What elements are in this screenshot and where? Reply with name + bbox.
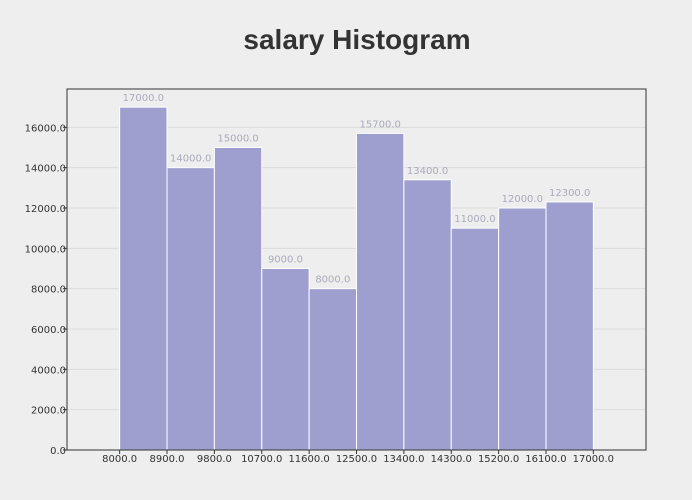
histogram-bar [261,267,310,451]
y-tick-label: 2000.0 [31,406,66,417]
x-tick-label: 11600.0 [288,454,329,465]
bar-value-label: 8000.0 [315,275,350,286]
histogram-bar [213,146,263,451]
y-tick-label: 16000.0 [25,123,66,134]
x-tick-label: 12500.0 [336,454,377,465]
histogram-bar [308,288,357,451]
x-tick-label: 10700.0 [241,454,282,465]
bar-value-label: 11000.0 [454,214,495,225]
x-tick-label: 9800.0 [197,454,232,465]
histogram-bar [450,227,500,451]
histogram-bar [498,207,547,451]
bar-value-label: 13400.0 [407,166,448,177]
y-tick-label: 0.0 [50,446,66,457]
x-tick-label: 8900.0 [150,454,185,465]
x-tick-label: 16100.0 [525,454,566,465]
bar-value-label: 15000.0 [217,133,258,144]
x-tick-label: 15200.0 [478,454,519,465]
histogram-bar [356,132,405,451]
bar-value-label: 14000.0 [170,154,211,165]
bar-value-label: 15700.0 [360,119,401,130]
histogram-bar [166,167,215,451]
x-tick-label: 8000.0 [102,454,137,465]
bar-value-label: 17000.0 [123,93,164,104]
y-tick-label: 14000.0 [25,164,66,175]
y-tick-label: 10000.0 [25,244,66,255]
bar-value-label: 12300.0 [549,188,590,199]
histogram-bar [119,106,168,451]
x-tick-label: 14300.0 [431,454,472,465]
y-tick-label: 12000.0 [25,204,66,215]
chart-title: salary Histogram [243,24,471,55]
bar-value-label: 12000.0 [502,194,543,205]
x-tick-label: 13400.0 [383,454,424,465]
y-tick-label: 8000.0 [31,285,66,296]
histogram-bar [403,179,452,451]
x-tick-label: 17000.0 [573,454,614,465]
bar-value-label: 9000.0 [268,254,303,265]
y-tick-label: 4000.0 [31,365,66,376]
y-tick-label: 6000.0 [31,325,66,336]
histogram-bar [545,201,594,451]
